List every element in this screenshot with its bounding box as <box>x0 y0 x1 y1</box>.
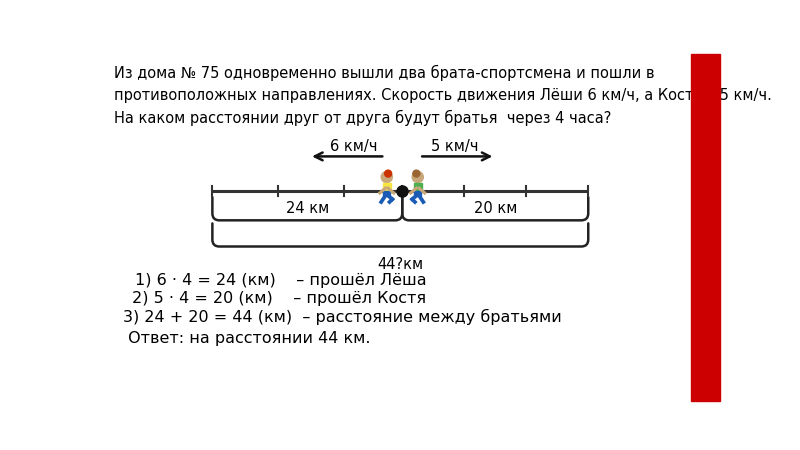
Bar <box>382 183 391 192</box>
Text: 20 км: 20 км <box>474 201 517 216</box>
Circle shape <box>381 171 392 183</box>
Text: 1) 6 · 4 = 24 (км)    – прошёл Лёша: 1) 6 · 4 = 24 (км) – прошёл Лёша <box>135 274 426 288</box>
Text: 2) 5 · 4 = 20 (км)    – прошёл Костя: 2) 5 · 4 = 20 (км) – прошёл Костя <box>127 291 426 306</box>
Circle shape <box>385 170 392 177</box>
Text: Из дома № 75 одновременно вышли два брата-спортсмена и пошли в
противоположных н: Из дома № 75 одновременно вышли два брат… <box>114 65 772 126</box>
Text: 24 км: 24 км <box>286 201 329 216</box>
Bar <box>414 191 422 196</box>
Text: Ответ: на расстоянии 44 км.: Ответ: на расстоянии 44 км. <box>123 331 370 346</box>
Bar <box>414 183 422 192</box>
Text: 5 км/ч: 5 км/ч <box>431 139 478 154</box>
Bar <box>383 191 390 196</box>
Circle shape <box>413 170 420 177</box>
Text: 44?км: 44?км <box>378 256 423 271</box>
Circle shape <box>412 171 423 183</box>
Text: 3) 24 + 20 = 44 (км)  – расстояние между братьями: 3) 24 + 20 = 44 (км) – расстояние между … <box>123 309 562 325</box>
Bar <box>690 54 720 400</box>
Text: 6 км/ч: 6 км/ч <box>330 139 378 154</box>
